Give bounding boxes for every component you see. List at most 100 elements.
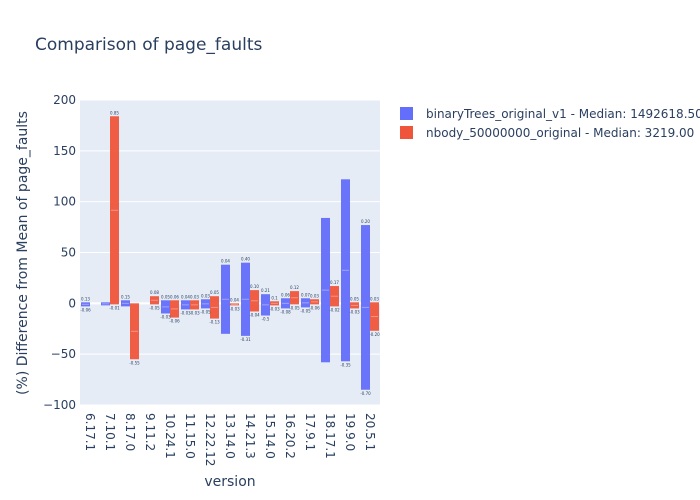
bar-min-label: -0.04 <box>249 312 260 317</box>
bar-min-label: -0.05 <box>200 309 211 314</box>
bar <box>250 290 259 312</box>
bar-min-label: -0.02 <box>329 307 340 312</box>
bar-max-label: 0.85 <box>110 110 119 115</box>
bar-min-label: -0.06 <box>169 319 180 324</box>
bar <box>210 296 219 319</box>
x-tick-label: 12.22.12 <box>203 413 217 466</box>
x-tick-label: 7.10.1 <box>103 413 117 451</box>
bar-min-label: -0.5 <box>262 317 270 322</box>
x-tick-label: 17.9.1 <box>303 413 317 451</box>
bars <box>81 116 379 390</box>
x-tick-label: 15.14.0 <box>263 413 277 459</box>
bar <box>330 286 339 307</box>
bar <box>150 296 159 305</box>
x-tick-label: 8.17.0 <box>123 413 137 451</box>
y-tick-label: 100 <box>53 195 76 209</box>
y-tick-label: 200 <box>53 93 76 107</box>
bar <box>341 179 350 362</box>
bar-max-label: 0.03 <box>370 296 379 301</box>
bar-min-label: -0.03 <box>180 310 191 315</box>
bar-min-label: -0.70 <box>360 391 371 396</box>
bar-min-label: -0.20 <box>369 332 380 337</box>
bar-max-label: 0.21 <box>261 288 270 293</box>
x-tick-label: 14.21.3 <box>243 413 257 459</box>
legend-entry: nbody_50000000_original - Median: 3219.0… <box>426 126 694 140</box>
bar <box>110 116 119 305</box>
x-tick-label: 6.17.1 <box>83 413 97 451</box>
bar <box>350 302 359 309</box>
legend: binaryTrees_original_v1 - Median: 149261… <box>400 107 700 140</box>
bar <box>290 291 299 305</box>
x-axis-ticks: 6.17.1 7.10.1 8.17.0 9.11.2 10.24.1 11.15.0 12… <box>83 413 377 466</box>
y-axis-ticks: −100 −50 0 50 100 150 200 <box>43 93 76 412</box>
y-tick-label: −100 <box>43 398 76 412</box>
bar-max-label: 0.20 <box>361 219 370 224</box>
bar-max-label: 0.04 <box>181 294 190 299</box>
bar <box>241 262 250 336</box>
bar-min-label: -0.01 <box>109 305 120 310</box>
x-tick-label: 11.15.0 <box>183 413 197 459</box>
bar-min-label: -0.03 <box>269 306 280 311</box>
x-tick-label: 16.20.2 <box>283 413 297 459</box>
legend-swatch <box>400 107 413 120</box>
bar-max-label: 0.12 <box>290 285 299 290</box>
bar-max-label: 0.13 <box>81 296 90 301</box>
bar-min-label: -0.08 <box>280 309 291 314</box>
bar-max-label: 0.03 <box>190 294 199 299</box>
bar-min-label: -0.31 <box>240 337 251 342</box>
legend-swatch <box>400 126 413 139</box>
data-labels: 0.13 -0.06 0.15 0.05 -0.03 0.04 -0.03 0.03 -0.05… <box>80 110 380 395</box>
bar <box>161 300 170 314</box>
bar <box>310 299 319 305</box>
x-tick-label: 13.14.0 <box>223 413 237 459</box>
bar-min-label: -0.05 <box>300 308 311 313</box>
bar <box>270 301 279 306</box>
bar <box>121 300 130 307</box>
bar <box>301 298 310 308</box>
x-tick-label: 9.11.2 <box>143 413 157 451</box>
bar-min-label: -0.55 <box>129 360 140 365</box>
bar <box>281 298 290 309</box>
bar <box>81 302 90 307</box>
bar-max-label: 0.04 <box>221 259 230 264</box>
x-tick-label: 10.24.1 <box>163 413 177 459</box>
bar-max-label: 0.1 <box>271 295 278 300</box>
bar-min-label: -0.03 <box>349 309 360 314</box>
bar-max-label: 0.07 <box>301 292 310 297</box>
bar <box>101 302 110 306</box>
y-tick-label: 150 <box>53 144 76 158</box>
bar-min-label: -0.05 <box>289 305 300 310</box>
y-tick-label: 50 <box>61 246 76 260</box>
bar-max-label: 0.08 <box>150 290 159 295</box>
bar-min-label: -0.05 <box>149 305 160 310</box>
chart-title: Comparison of page_faults <box>35 35 263 55</box>
bar <box>361 225 370 390</box>
bar-max-label: 0.03 <box>310 293 319 298</box>
x-tick-label: 18.17.1 <box>323 413 337 459</box>
bar-min-label: -0.13 <box>209 320 220 325</box>
bar <box>201 299 210 309</box>
bar <box>190 300 199 310</box>
bar-max-label: 0.40 <box>241 257 250 262</box>
bar-max-label: 0.10 <box>250 284 259 289</box>
bar-max-label: 0.15 <box>121 294 130 299</box>
bar-min-label: -0.03 <box>189 310 200 315</box>
bar <box>261 294 270 316</box>
bar <box>181 300 190 310</box>
bar <box>230 303 239 306</box>
bar-min-label: -0.06 <box>309 305 320 310</box>
bar-max-label: 0.03 <box>201 293 210 298</box>
x-axis-title: version <box>204 474 255 490</box>
bar-min-label: -0.06 <box>80 307 91 312</box>
legend-entry: binaryTrees_original_v1 - Median: 149261… <box>426 107 700 121</box>
bar <box>130 303 139 360</box>
bar-max-label: 0.06 <box>170 294 179 299</box>
bar-min-label: -0.03 <box>229 306 240 311</box>
bar <box>321 217 330 363</box>
y-tick-label: 0 <box>68 296 76 310</box>
bar-min-label: -0.03 <box>160 315 171 320</box>
bar-max-label: 0.17 <box>330 280 339 285</box>
y-axis-title: (%) Difference from Mean of page_faults <box>15 111 31 395</box>
y-tick-label: −50 <box>51 347 76 361</box>
